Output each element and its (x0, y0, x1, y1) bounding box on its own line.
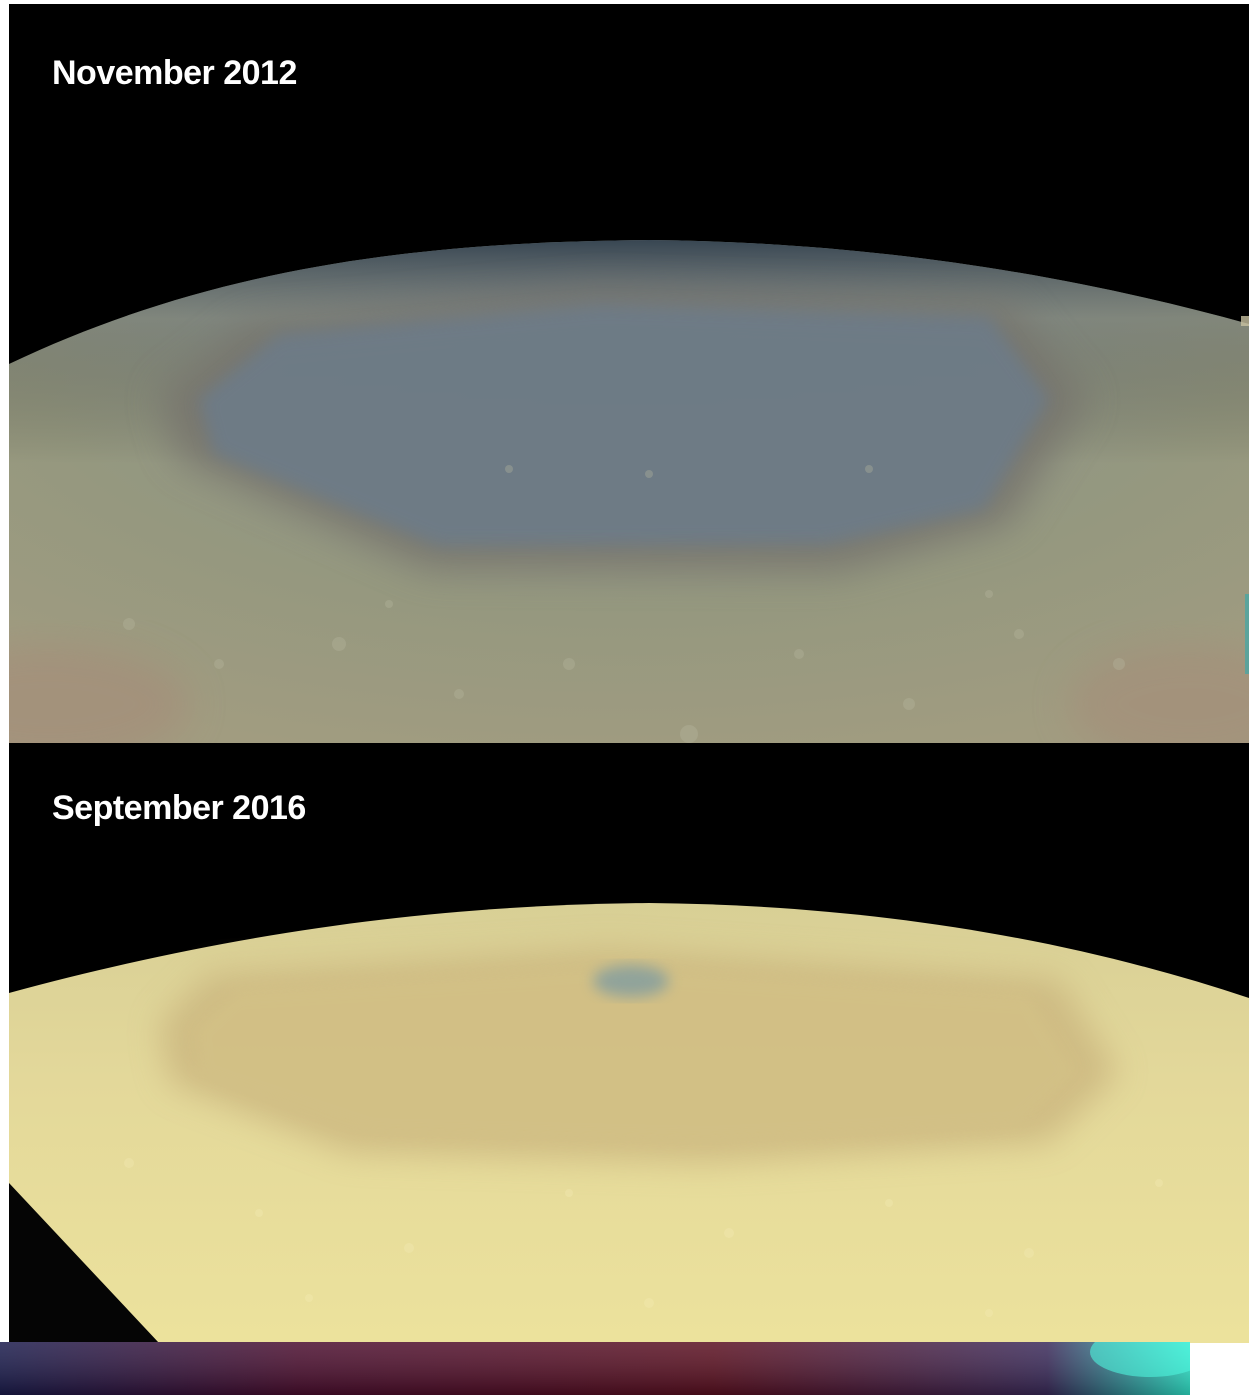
photo-panel-november-2012: November 2012 (9, 4, 1249, 743)
cropped-next-image-strip (0, 1342, 1190, 1395)
date-caption-november-2012: November 2012 (52, 54, 297, 92)
photo-panel-september-2016: September 2016 (9, 743, 1249, 1343)
saturn-north-pole-2012-image (9, 4, 1249, 743)
date-caption-september-2016: September 2016 (52, 789, 306, 827)
saturn-north-pole-2016-image (9, 743, 1249, 1343)
cropped-colorful-image (0, 1342, 1190, 1395)
